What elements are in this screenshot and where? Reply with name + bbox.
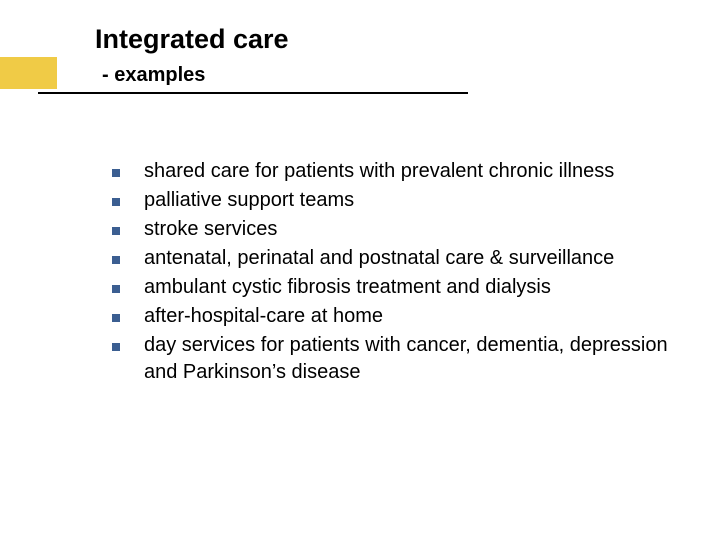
square-bullet-icon: [112, 227, 120, 235]
square-bullet-icon: [112, 343, 120, 351]
list-item-text: after-hospital-care at home: [144, 303, 383, 330]
list-item-text: antenatal, perinatal and postnatal care …: [144, 245, 614, 272]
divider-line: [38, 92, 468, 94]
list-item: after-hospital-care at home: [112, 303, 690, 330]
slide-subtitle: - examples: [102, 64, 205, 87]
list-item-text: ambulant cystic fibrosis treatment and d…: [144, 274, 551, 301]
list-item: stroke services: [112, 216, 690, 243]
list-item: day services for patients with cancer, d…: [112, 332, 690, 386]
square-bullet-icon: [112, 169, 120, 177]
list-item-text: day services for patients with cancer, d…: [144, 332, 690, 386]
accent-box: [0, 57, 57, 89]
list-item-text: stroke services: [144, 216, 277, 243]
square-bullet-icon: [112, 256, 120, 264]
square-bullet-icon: [112, 285, 120, 293]
square-bullet-icon: [112, 198, 120, 206]
slide-title: Integrated care: [95, 24, 289, 55]
list-item: ambulant cystic fibrosis treatment and d…: [112, 274, 690, 301]
square-bullet-icon: [112, 314, 120, 322]
list-item: antenatal, perinatal and postnatal care …: [112, 245, 690, 272]
list-item: shared care for patients with prevalent …: [112, 158, 690, 185]
list-item-text: palliative support teams: [144, 187, 354, 214]
list-item: palliative support teams: [112, 187, 690, 214]
list-item-text: shared care for patients with prevalent …: [144, 158, 614, 185]
slide: Integrated care - examples shared care f…: [0, 0, 720, 540]
bullet-list: shared care for patients with prevalent …: [112, 158, 690, 388]
